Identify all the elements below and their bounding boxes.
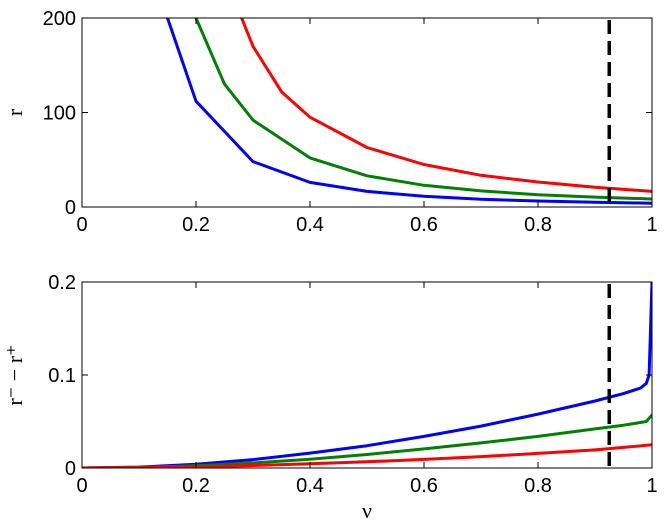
x-tick-label: 0.8	[524, 475, 552, 497]
y-tick-label: 200	[43, 8, 76, 30]
axes-frame	[81, 17, 653, 208]
y-tick-label: 0.1	[48, 365, 76, 387]
series-line-0	[82, 282, 652, 468]
series-line-2	[82, 443, 652, 468]
x-tick-label: 0	[76, 214, 87, 236]
series-line-1	[82, 413, 652, 468]
bottom-panel: 0 0.2 0.4 0.6 0.8 1 0 0.1 0.2 r⁻ − r⁺ ν	[2, 272, 658, 523]
y-tick-label: 0	[65, 458, 76, 480]
x-tick-label: 0.4	[296, 475, 324, 497]
y-tick-label: 0.2	[48, 272, 76, 294]
x-tick-label: 0	[76, 475, 87, 497]
series-line-2	[240, 18, 652, 193]
x-tick-label: 0.2	[182, 214, 210, 236]
series-line-0	[166, 18, 652, 205]
x-tick-label: 0.4	[296, 214, 324, 236]
x-tick-label: 0.2	[182, 475, 210, 497]
axes-frame	[81, 281, 653, 469]
x-tick-label: 0.8	[524, 214, 552, 236]
x-tick-label: 0.6	[410, 475, 438, 497]
y-tick-label: 100	[43, 103, 76, 125]
y-tick-label: 0	[65, 197, 76, 219]
series-line-1	[194, 18, 652, 201]
x-tick-label: 1	[646, 475, 657, 497]
top-panel: 0 0.2 0.4 0.6 0.8 1 0 100 200 r	[2, 8, 658, 236]
y-axis-label: r⁻ − r⁺	[2, 344, 27, 405]
y-axis-label: r	[2, 108, 27, 116]
x-tick-label: 1	[646, 214, 657, 236]
x-axis-label: ν	[362, 498, 372, 523]
x-tick-label: 0.6	[410, 214, 438, 236]
